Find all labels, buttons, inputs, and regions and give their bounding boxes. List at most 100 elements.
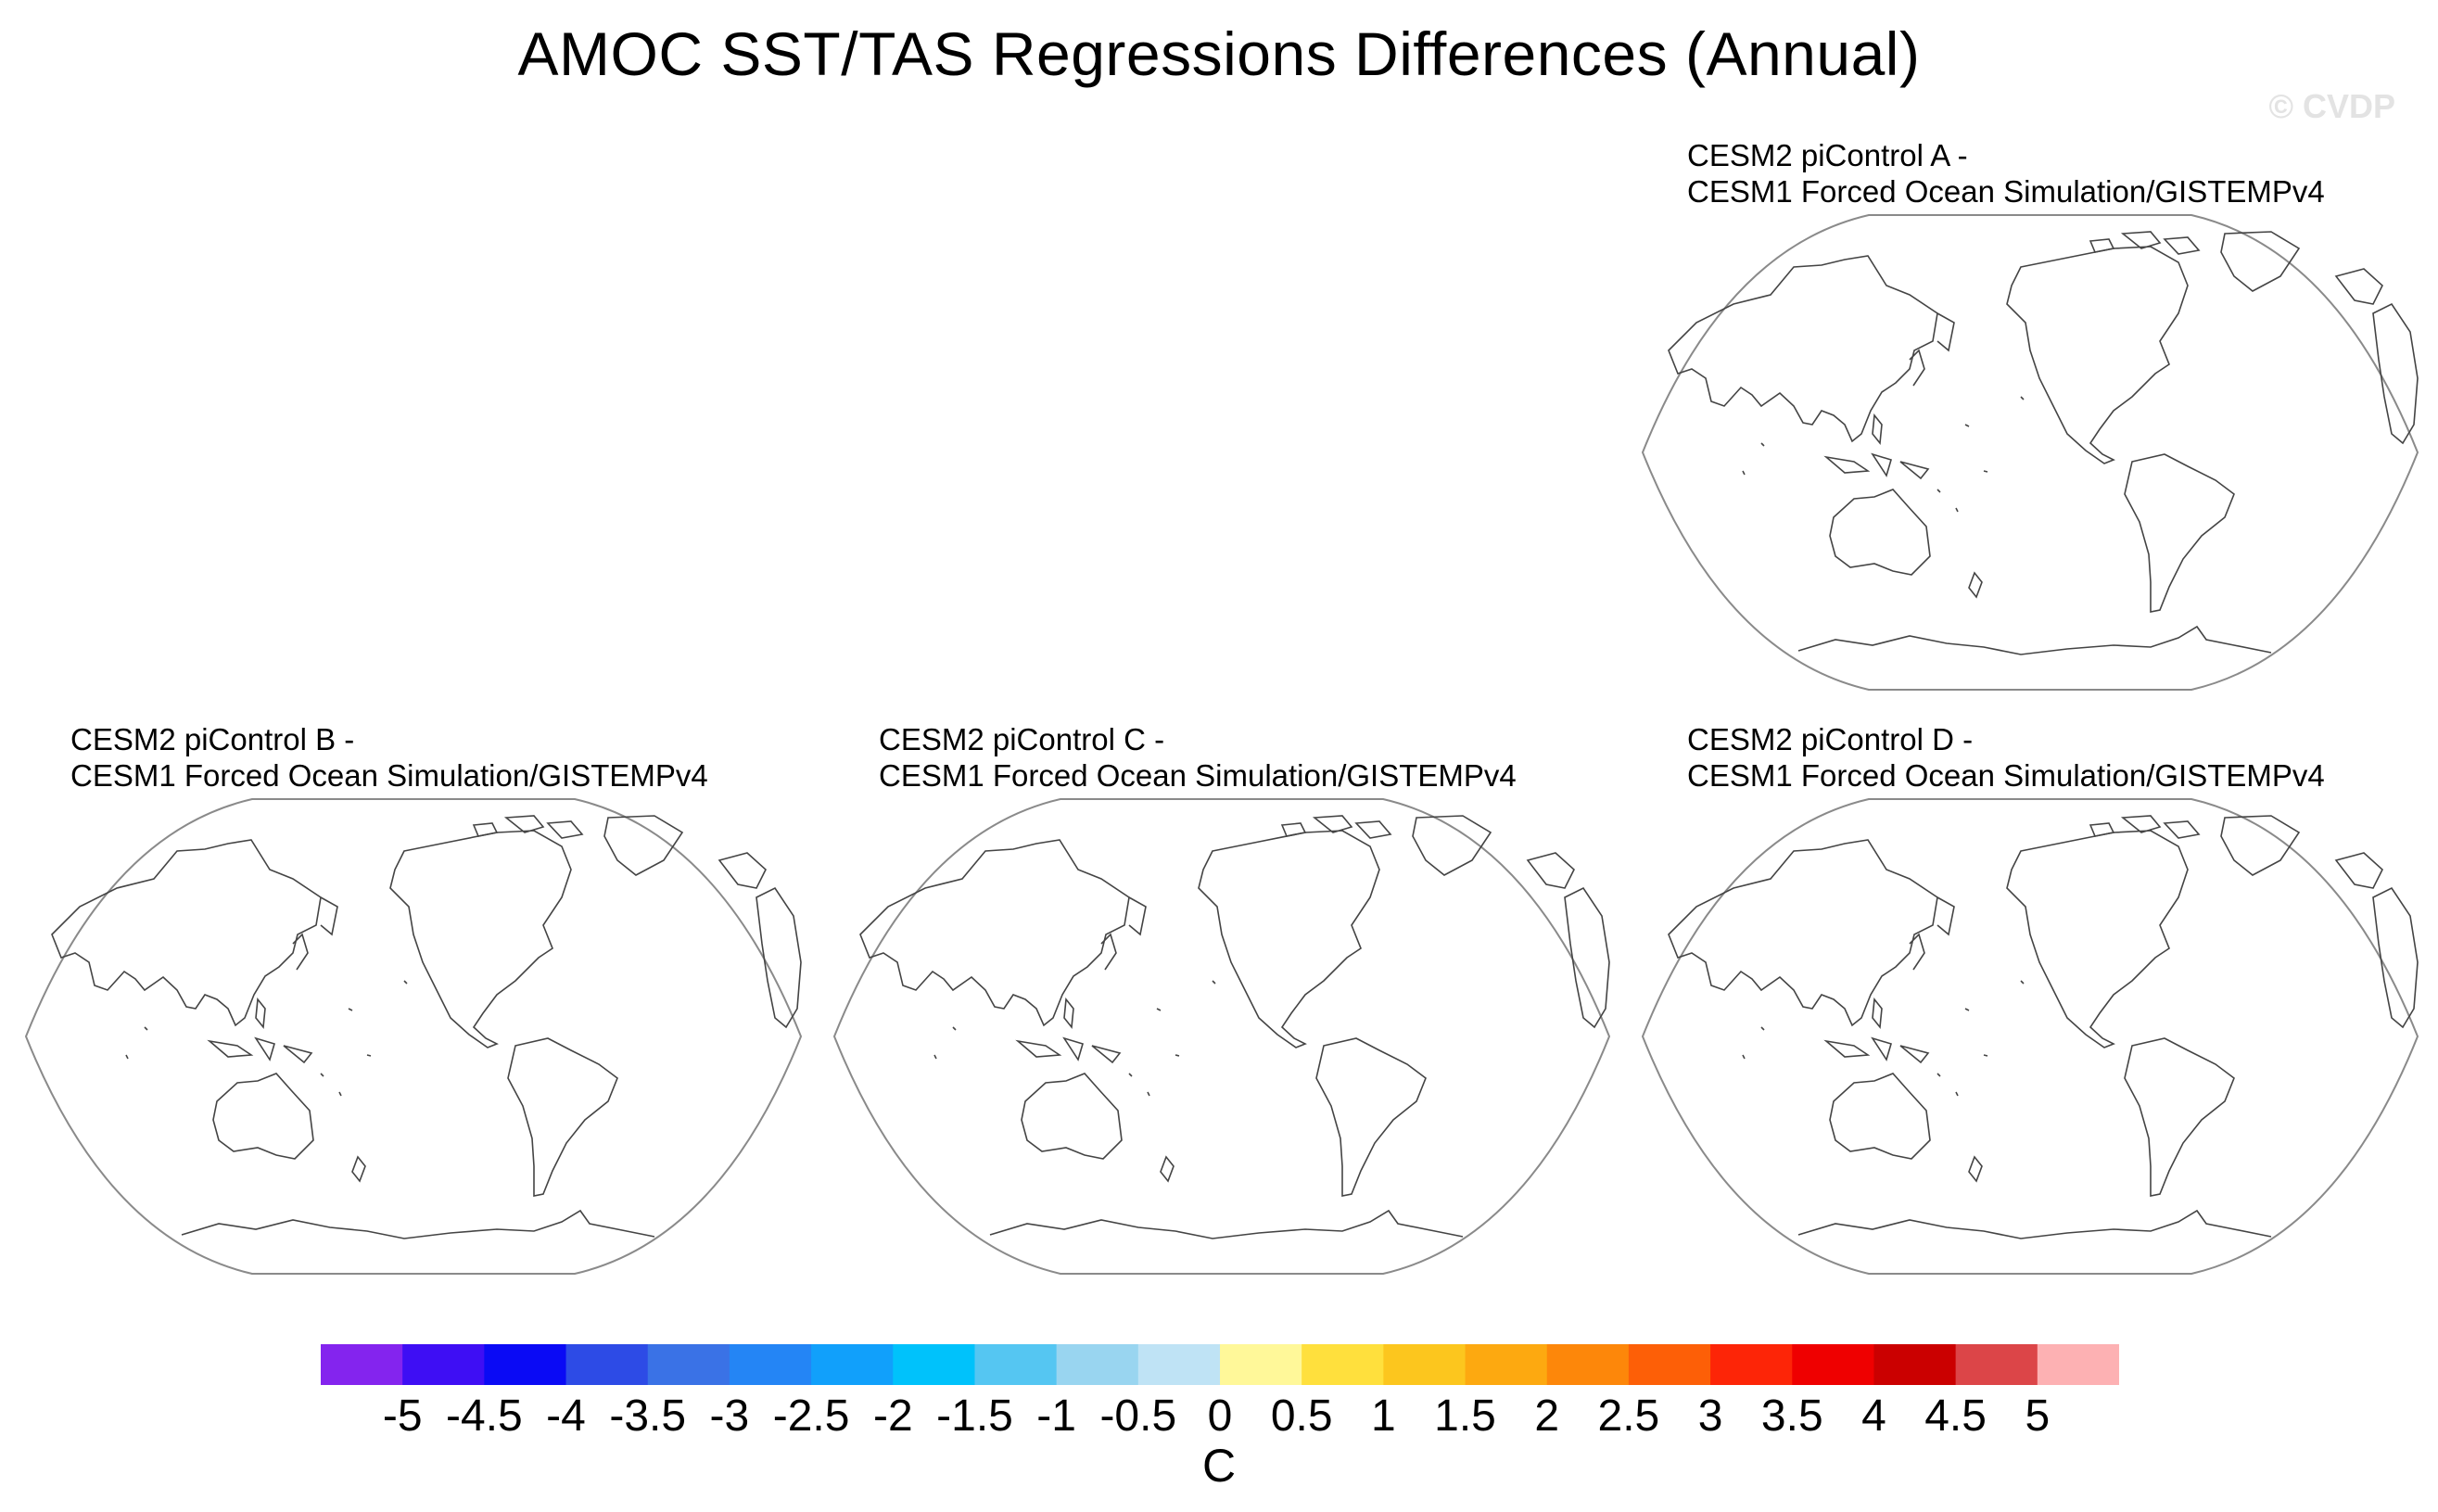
- antarctica-coast: [989, 1209, 1464, 1239]
- eurasia-coast: [1668, 255, 1938, 443]
- indonesia-coast: [1015, 1036, 1122, 1064]
- colorbar-tick-label: 4: [1861, 1391, 1886, 1441]
- eurasia-coast: [51, 839, 322, 1027]
- colorbar-box: [402, 1344, 485, 1385]
- new-zealand-coast: [1160, 1155, 1175, 1183]
- cvdp-watermark: © CVDP: [2268, 87, 2395, 125]
- colorbar-tick-label: -5: [382, 1391, 423, 1441]
- antarctica-coast: [181, 1209, 655, 1239]
- africa-coast: [2372, 302, 2419, 445]
- panel-title-line2: CESM1 Forced Ocean Simulation/GISTEMPv4: [879, 758, 1517, 793]
- world-map: [24, 798, 803, 1275]
- australia-coast: [212, 1073, 314, 1160]
- arctic-islands-coast: [1280, 815, 1392, 839]
- new-zealand-coast: [1968, 1155, 1983, 1183]
- africa-coast: [2372, 886, 2419, 1029]
- australia-coast: [1021, 1073, 1123, 1160]
- colorbar-box: [1220, 1344, 1302, 1385]
- map-panel-c: CESM2 piControl C - CESM1 Forced Ocean S…: [823, 721, 1620, 1277]
- colorbar-box: [647, 1344, 730, 1385]
- philippines-coast: [1872, 413, 1883, 446]
- greenland-coast: [1412, 815, 1492, 876]
- new-zealand-coast: [1968, 571, 1983, 599]
- pacific-islands: [1742, 396, 2025, 513]
- colorbar-tick-label: -1: [1036, 1391, 1076, 1441]
- indonesia-coast: [207, 1036, 313, 1064]
- colorbar-unit: C: [1201, 1440, 1237, 1492]
- map-frame: [1641, 798, 2419, 1275]
- colorbar-tick-label: 3: [1697, 1391, 1723, 1441]
- panel-title-line1: CESM2 piControl A -: [1687, 138, 1968, 172]
- arctic-islands-coast: [2089, 231, 2201, 255]
- europe-coast: [1526, 852, 1575, 889]
- pacific-islands: [933, 980, 1216, 1097]
- colorbar-tick-label: -4.5: [446, 1391, 523, 1441]
- greenland-coast: [2220, 231, 2301, 292]
- panel-title-line1: CESM2 piControl B -: [70, 722, 355, 756]
- map-panel-b: CESM2 piControl B - CESM1 Forced Ocean S…: [15, 721, 812, 1277]
- pacific-islands: [125, 980, 408, 1097]
- kamchatka-coast: [1936, 312, 1955, 352]
- colorbar-tick-label: 0: [1207, 1391, 1233, 1441]
- philippines-coast: [1872, 997, 1883, 1030]
- north-america-coast: [2006, 246, 2189, 464]
- colorbar-box: [1056, 1344, 1139, 1385]
- colorbar-box: [974, 1344, 1058, 1385]
- panel-title: CESM2 piControl A - CESM1 Forced Ocean S…: [1687, 137, 2325, 210]
- colorbar-box: [321, 1344, 403, 1385]
- europe-coast: [2334, 268, 2383, 305]
- panel-title-line1: CESM2 piControl D -: [1687, 722, 1974, 756]
- world-map: [832, 798, 1611, 1275]
- australia-coast: [1829, 1073, 1931, 1160]
- south-america-coast: [2124, 1037, 2235, 1197]
- colorbar-tick-label: 4.5: [1924, 1391, 1987, 1441]
- colorbar-box: [2037, 1344, 2119, 1385]
- colorbar-box: [1383, 1344, 1467, 1385]
- colorbar-box: [729, 1344, 812, 1385]
- map-frame: [832, 798, 1611, 1275]
- europe-coast: [2334, 852, 2383, 889]
- eurasia-coast: [1668, 839, 1938, 1027]
- colorbar-box: [1465, 1344, 1548, 1385]
- colorbar-tick-label: 5: [2025, 1391, 2051, 1441]
- colorbar-tick-label: -1.5: [936, 1391, 1013, 1441]
- south-america-coast: [507, 1037, 618, 1197]
- colorbar-box: [1137, 1344, 1221, 1385]
- colorbar-tick-label: 3.5: [1760, 1391, 1823, 1441]
- north-america-coast: [2006, 830, 2189, 1048]
- philippines-coast: [255, 997, 266, 1030]
- africa-coast: [756, 886, 802, 1029]
- africa-coast: [1564, 886, 1610, 1029]
- antarctica-coast: [1797, 625, 2272, 655]
- colorbar-tick-label: 2: [1534, 1391, 1560, 1441]
- indonesia-coast: [1823, 1036, 1930, 1064]
- japan-coast: [292, 933, 309, 971]
- kamchatka-coast: [1936, 896, 1955, 936]
- north-america-coast: [389, 830, 572, 1048]
- colorbar-box: [1955, 1344, 2038, 1385]
- colorbar-tick-label: -0.5: [1099, 1391, 1177, 1441]
- colorbar-tick-label: 1.5: [1434, 1391, 1496, 1441]
- arctic-islands-coast: [472, 815, 584, 839]
- kamchatka-coast: [1128, 896, 1147, 936]
- panel-title: CESM2 piControl C - CESM1 Forced Ocean S…: [879, 721, 1517, 794]
- new-zealand-coast: [351, 1155, 366, 1183]
- antarctica-coast: [1797, 1209, 2272, 1239]
- panel-title: CESM2 piControl B - CESM1 Forced Ocean S…: [70, 721, 708, 794]
- pacific-islands: [1742, 980, 2025, 1097]
- colorbar-box: [1546, 1344, 1630, 1385]
- panel-title-line2: CESM1 Forced Ocean Simulation/GISTEMPv4: [1687, 174, 2325, 209]
- colorbar-box: [1710, 1344, 1793, 1385]
- colorbar-tick-label: -2.5: [772, 1391, 850, 1441]
- colorbar: [321, 1344, 2119, 1385]
- colorbar-tick-label: -4: [546, 1391, 586, 1441]
- map-frame: [1641, 214, 2419, 691]
- south-america-coast: [2124, 453, 2235, 613]
- colorbar-box: [565, 1344, 649, 1385]
- colorbar-tick-label: 0.5: [1270, 1391, 1333, 1441]
- japan-coast: [1909, 933, 1925, 971]
- panel-title-line2: CESM1 Forced Ocean Simulation/GISTEMPv4: [1687, 758, 2325, 793]
- panel-title: CESM2 piControl D - CESM1 Forced Ocean S…: [1687, 721, 2325, 794]
- colorbar-box: [1628, 1344, 1711, 1385]
- japan-coast: [1909, 349, 1925, 387]
